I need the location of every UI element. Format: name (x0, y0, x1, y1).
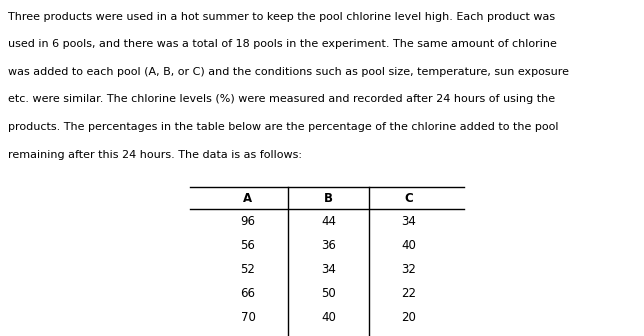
Text: 56: 56 (240, 239, 256, 252)
Text: 20: 20 (401, 311, 417, 324)
Text: A: A (243, 192, 252, 205)
Text: Three products were used in a hot summer to keep the pool chlorine level high. E: Three products were used in a hot summer… (8, 12, 555, 22)
Text: 44: 44 (321, 215, 336, 227)
Text: used in 6 pools, and there was a total of 18 pools in the experiment. The same a: used in 6 pools, and there was a total o… (8, 39, 556, 49)
Text: 34: 34 (401, 215, 417, 227)
Text: 40: 40 (401, 239, 417, 252)
Text: 66: 66 (240, 287, 256, 300)
Text: 36: 36 (321, 239, 336, 252)
Text: 22: 22 (401, 287, 417, 300)
Text: products. The percentages in the table below are the percentage of the chlorine : products. The percentages in the table b… (8, 122, 558, 132)
Text: 52: 52 (240, 263, 256, 276)
Text: remaining after this 24 hours. The data is as follows:: remaining after this 24 hours. The data … (8, 150, 302, 160)
Text: 96: 96 (240, 215, 256, 227)
Text: 34: 34 (321, 263, 336, 276)
Text: C: C (404, 192, 413, 205)
Text: 40: 40 (321, 311, 336, 324)
Text: 50: 50 (321, 287, 336, 300)
Text: 32: 32 (401, 263, 417, 276)
Text: was added to each pool (A, B, or C) and the conditions such as pool size, temper: was added to each pool (A, B, or C) and … (8, 67, 569, 77)
Text: B: B (324, 192, 333, 205)
Text: 70: 70 (240, 311, 256, 324)
Text: etc. were similar. The chlorine levels (%) were measured and recorded after 24 h: etc. were similar. The chlorine levels (… (8, 94, 555, 104)
